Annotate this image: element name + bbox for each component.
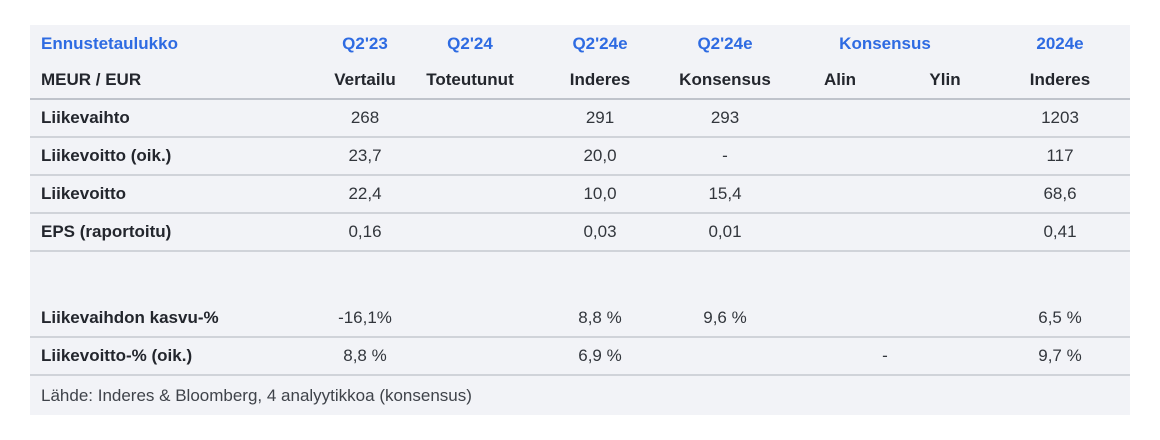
table-row-eps: EPS (raportoitu) 0,16 0,03 0,01 0,41 [30, 214, 1130, 252]
row-label: EPS (raportoitu) [41, 222, 172, 241]
cell-inderes-2024: 9,7 % [1038, 346, 1082, 365]
cell-vertailu: 22,4 [348, 184, 382, 203]
col-group-2024e: 2024e [1036, 33, 1084, 53]
cell-vertailu: -16,1% [338, 308, 392, 327]
cell-vertailu: 8,8 % [343, 346, 387, 365]
table-row-liikevaihdon-kasvu: Liikevaihdon kasvu-% -16,1% 8,8 % 9,6 % … [30, 300, 1130, 338]
cell-konsensus-q2: 15,4 [708, 184, 742, 203]
spacer-row [30, 252, 1130, 300]
cell-inderes-2024: 117 [1046, 146, 1074, 165]
cell-konsensus-q2: 9,6 % [703, 308, 747, 327]
unit-label: MEUR / EUR [41, 70, 142, 89]
cell-konsensus-q2: - [722, 146, 728, 165]
table-header-groups: Ennustetaulukko Q2'23 Q2'24 Q2'24e Q2'24… [30, 25, 1130, 62]
cell-vertailu: 23,7 [348, 146, 382, 165]
col-header-alin: Alin [823, 70, 857, 89]
table-footer: Lähde: Inderes & Bloomberg, 4 analyytikk… [30, 376, 1130, 415]
forecast-table: Ennustetaulukko Q2'23 Q2'24 Q2'24e Q2'24… [30, 25, 1130, 415]
col-header-vertailu: Vertailu [334, 70, 396, 89]
row-label: Liikevaihto [41, 108, 130, 127]
row-label: Liikevaihdon kasvu-% [41, 308, 219, 327]
col-header-toteutunut: Toteutunut [426, 70, 514, 89]
cell-konsensus-q2: 293 [710, 108, 740, 127]
cell-inderes-q2: 8,8 % [578, 308, 622, 327]
cell-inderes-q2: 6,9 % [578, 346, 622, 365]
col-header-ylin: Ylin [929, 70, 961, 89]
table-header-columns: MEUR / EUR Vertailu Toteutunut Inderes K… [30, 62, 1130, 100]
col-header-inderes-2024: Inderes [1029, 70, 1091, 89]
cell-inderes-2024: 0,41 [1043, 222, 1077, 241]
cell-vertailu: 268 [350, 108, 380, 127]
cell-inderes-2024: 68,6 [1043, 184, 1077, 203]
col-group-q2-24e-konsensus: Q2'24e [697, 33, 753, 53]
col-group-konsensus: Konsensus [839, 33, 931, 53]
col-header-inderes-q2: Inderes [569, 70, 631, 89]
table-title: Ennustetaulukko [41, 33, 178, 53]
cell-alin-ylin: - [882, 346, 888, 365]
cell-inderes-q2: 0,03 [583, 222, 617, 241]
cell-inderes-2024: 1203 [1041, 108, 1079, 127]
cell-inderes-2024: 6,5 % [1038, 308, 1082, 327]
col-group-q2-24e-inderes: Q2'24e [572, 33, 628, 53]
table-row-liikevoitto-oik: Liikevoitto (oik.) 23,7 20,0 - 117 [30, 138, 1130, 176]
cell-inderes-q2: 291 [585, 108, 615, 127]
cell-vertailu: 0,16 [348, 222, 382, 241]
col-group-q2-23: Q2'23 [342, 33, 388, 53]
row-label: Liikevoitto [41, 184, 127, 203]
row-label: Liikevoitto-% (oik.) [41, 346, 193, 365]
cell-inderes-q2: 20,0 [583, 146, 617, 165]
row-label: Liikevoitto (oik.) [41, 146, 172, 165]
col-header-konsensus-q2: Konsensus [679, 70, 771, 89]
source-note: Lähde: Inderes & Bloomberg, 4 analyytikk… [41, 385, 472, 405]
cell-inderes-q2: 10,0 [583, 184, 617, 203]
col-group-q2-24: Q2'24 [447, 33, 493, 53]
table-row-liikevaihto: Liikevaihto 268 291 293 1203 [30, 100, 1130, 138]
table-row-liikevoitto-pct: Liikevoitto-% (oik.) 8,8 % 6,9 % - 9,7 % [30, 338, 1130, 376]
cell-konsensus-q2: 0,01 [708, 222, 742, 241]
table-row-liikevoitto: Liikevoitto 22,4 10,0 15,4 68,6 [30, 176, 1130, 214]
